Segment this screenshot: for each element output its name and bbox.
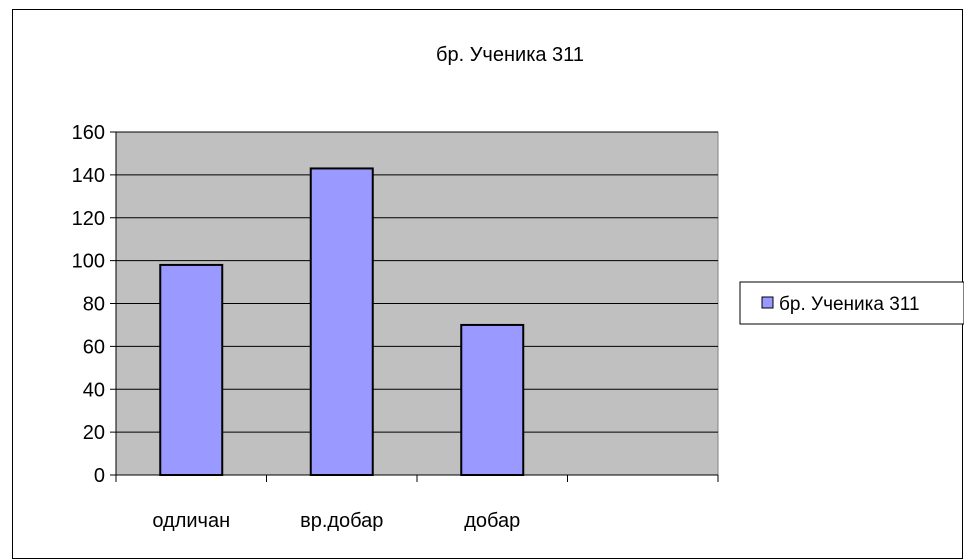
y-tick-label: 80 [83,294,105,316]
y-tick-labels: 0 20 40 60 80 100 120 140 160 [72,122,105,487]
axes [110,131,719,482]
bar [159,263,224,476]
legend-box [739,281,964,325]
x-tick-label: добар [464,510,520,532]
x-tick-label: вр.добар [300,510,383,532]
y-tick-label: 160 [72,122,105,144]
bars [159,167,525,476]
y-tick-label: 100 [72,251,105,273]
y-tick-label: 120 [72,208,105,230]
bar [460,323,525,476]
x-tick-label: одличан [152,510,230,532]
y-tick-label: 60 [83,336,105,358]
y-tick-label: 0 [94,465,105,487]
chart-title: бр. Ученика 311 [436,44,584,66]
legend-label: бр. Ученика 311 [779,294,920,315]
x-tick-labels: одличан вр.добар добар [152,510,520,532]
y-tick-label: 140 [72,165,105,187]
legend-swatch [761,296,774,309]
legend: бр. Ученика 311 [739,281,964,325]
y-tick-label: 20 [83,422,105,444]
bar [309,167,374,476]
y-tick-label: 40 [83,379,105,401]
